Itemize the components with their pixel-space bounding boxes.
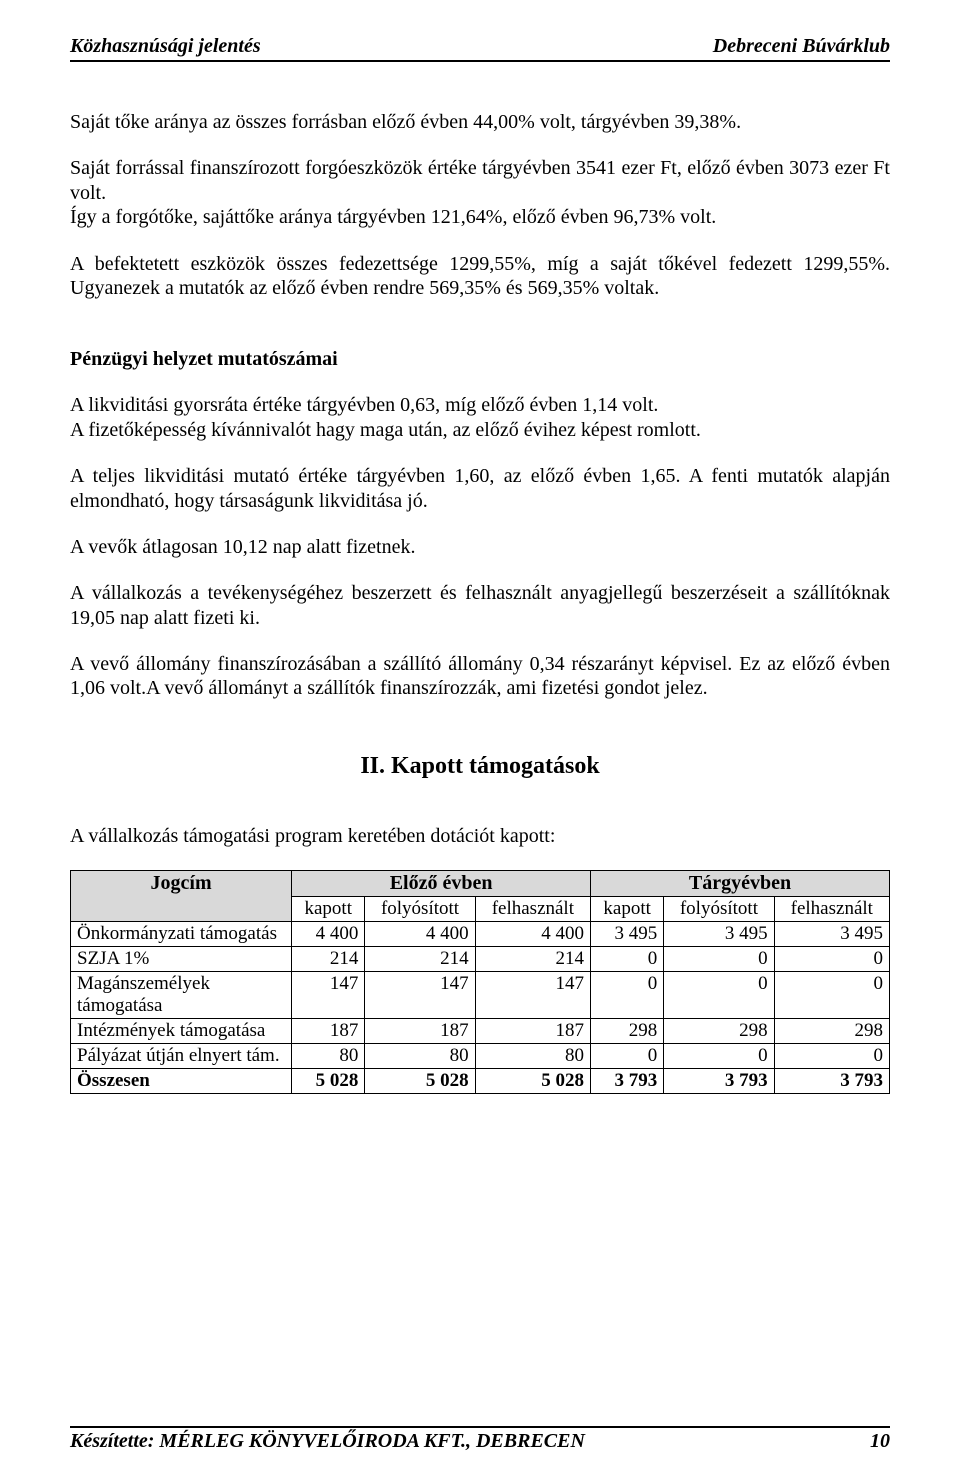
cell-label: Önkormányzati támogatás xyxy=(71,922,292,947)
cell-label: Pályázat útján elnyert tám. xyxy=(71,1044,292,1069)
para-quickratio: A likviditási gyorsráta értéke tárgyévbe… xyxy=(70,393,890,417)
cell-value: 0 xyxy=(591,1044,664,1069)
supports-table-body: Önkormányzati támogatás 4 400 4 400 4 40… xyxy=(71,922,890,1094)
cell-value: 214 xyxy=(475,947,590,972)
para-total-liquidity: A teljes likviditási mutató értéke tárgy… xyxy=(70,464,890,513)
footer-page-number: 10 xyxy=(870,1430,890,1453)
subcol-curr-kapott: kapott xyxy=(591,897,664,922)
page-header: Közhasznúsági jelentés Debreceni Búvárkl… xyxy=(70,35,890,62)
cell-value: 214 xyxy=(365,947,475,972)
cell-total-value: 5 028 xyxy=(365,1069,475,1094)
cell-value: 3 495 xyxy=(591,922,664,947)
footer-author: Készítette: MÉRLEG KÖNYVELŐIRODA KFT., D… xyxy=(70,1430,585,1453)
para-creditor-days: A vállalkozás a tevékenységéhez beszerze… xyxy=(70,581,890,630)
cell-value: 147 xyxy=(292,972,365,1019)
para-equity-ratio: Saját tőke aránya az összes forrásban el… xyxy=(70,110,890,134)
para-own-source: Saját forrással finanszírozott forgóeszk… xyxy=(70,156,890,205)
subcol-prev-felh: felhasznált xyxy=(475,897,590,922)
cell-value: 4 400 xyxy=(475,922,590,947)
para-supports-intro: A vállalkozás támogatási program keretéb… xyxy=(70,824,890,848)
cell-value: 0 xyxy=(774,972,889,1019)
table-row-total: Összesen 5 028 5 028 5 028 3 793 3 793 3… xyxy=(71,1069,890,1094)
cell-value: 0 xyxy=(591,972,664,1019)
cell-value: 0 xyxy=(774,1044,889,1069)
para-debtor-days: A vevők átlagosan 10,12 nap alatt fizetn… xyxy=(70,535,890,559)
table-row: Magánszemélyek támogatása 147 147 147 0 … xyxy=(71,972,890,1019)
cell-value: 187 xyxy=(475,1019,590,1044)
cell-value: 80 xyxy=(292,1044,365,1069)
cell-value: 4 400 xyxy=(365,922,475,947)
cell-value: 80 xyxy=(475,1044,590,1069)
cell-value: 298 xyxy=(591,1019,664,1044)
cell-value: 4 400 xyxy=(292,922,365,947)
cell-value: 298 xyxy=(664,1019,774,1044)
subcol-prev-kapott: kapott xyxy=(292,897,365,922)
cell-value: 147 xyxy=(475,972,590,1019)
cell-total-value: 3 793 xyxy=(774,1069,889,1094)
cell-value: 0 xyxy=(664,1044,774,1069)
para-solvency: A fizetőképesség kívánnivalót hagy maga … xyxy=(70,418,890,442)
para-coverage: A befektetett eszközök összes fedezettsé… xyxy=(70,252,890,301)
cell-label: SZJA 1% xyxy=(71,947,292,972)
cell-label: Intézmények támogatása xyxy=(71,1019,292,1044)
cell-total-value: 5 028 xyxy=(475,1069,590,1094)
section-financial-indicators: Pénzügyi helyzet mutatószámai xyxy=(70,348,890,371)
page-container: Közhasznúsági jelentés Debreceni Búvárkl… xyxy=(0,0,960,1483)
subcol-curr-felh: felhasznált xyxy=(774,897,889,922)
cell-value: 187 xyxy=(365,1019,475,1044)
table-row: SZJA 1% 214 214 214 0 0 0 xyxy=(71,947,890,972)
cell-value: 3 495 xyxy=(774,922,889,947)
section-title-supports: II. Kapott támogatások xyxy=(70,753,890,780)
table-row: Intézmények támogatása 187 187 187 298 2… xyxy=(71,1019,890,1044)
cell-label: Magánszemélyek támogatása xyxy=(71,972,292,1019)
table-row: Pályázat útján elnyert tám. 80 80 80 0 0… xyxy=(71,1044,890,1069)
cell-value: 80 xyxy=(365,1044,475,1069)
cell-value: 147 xyxy=(365,972,475,1019)
cell-value: 298 xyxy=(774,1019,889,1044)
col-header-prev: Előző évben xyxy=(292,871,591,897)
subcol-prev-foly: folyósított xyxy=(365,897,475,922)
col-header-curr: Tárgyévben xyxy=(591,871,890,897)
supports-table: Jogcím Előző évben Tárgyévben kapott fol… xyxy=(70,870,890,1094)
cell-value: 187 xyxy=(292,1019,365,1044)
para-working-capital: Így a forgótőke, sajáttőke aránya tárgyé… xyxy=(70,205,890,229)
subcol-curr-foly: folyósított xyxy=(664,897,774,922)
cell-value: 0 xyxy=(664,947,774,972)
table-row: Önkormányzati támogatás 4 400 4 400 4 40… xyxy=(71,922,890,947)
cell-total-value: 3 793 xyxy=(591,1069,664,1094)
para-financing: A vevő állomány finanszírozásában a szál… xyxy=(70,652,890,701)
cell-value: 0 xyxy=(591,947,664,972)
col-header-jogcim: Jogcím xyxy=(71,871,292,922)
table-header-row-main: Jogcím Előző évben Tárgyévben xyxy=(71,871,890,897)
cell-value: 214 xyxy=(292,947,365,972)
header-right: Debreceni Búvárklub xyxy=(713,35,890,58)
header-left: Közhasznúsági jelentés xyxy=(70,35,261,58)
page-footer: Készítette: MÉRLEG KÖNYVELŐIRODA KFT., D… xyxy=(70,1426,890,1453)
cell-value: 0 xyxy=(664,972,774,1019)
cell-total-value: 5 028 xyxy=(292,1069,365,1094)
cell-value: 0 xyxy=(774,947,889,972)
cell-value: 3 495 xyxy=(664,922,774,947)
cell-total-value: 3 793 xyxy=(664,1069,774,1094)
cell-total-label: Összesen xyxy=(71,1069,292,1094)
